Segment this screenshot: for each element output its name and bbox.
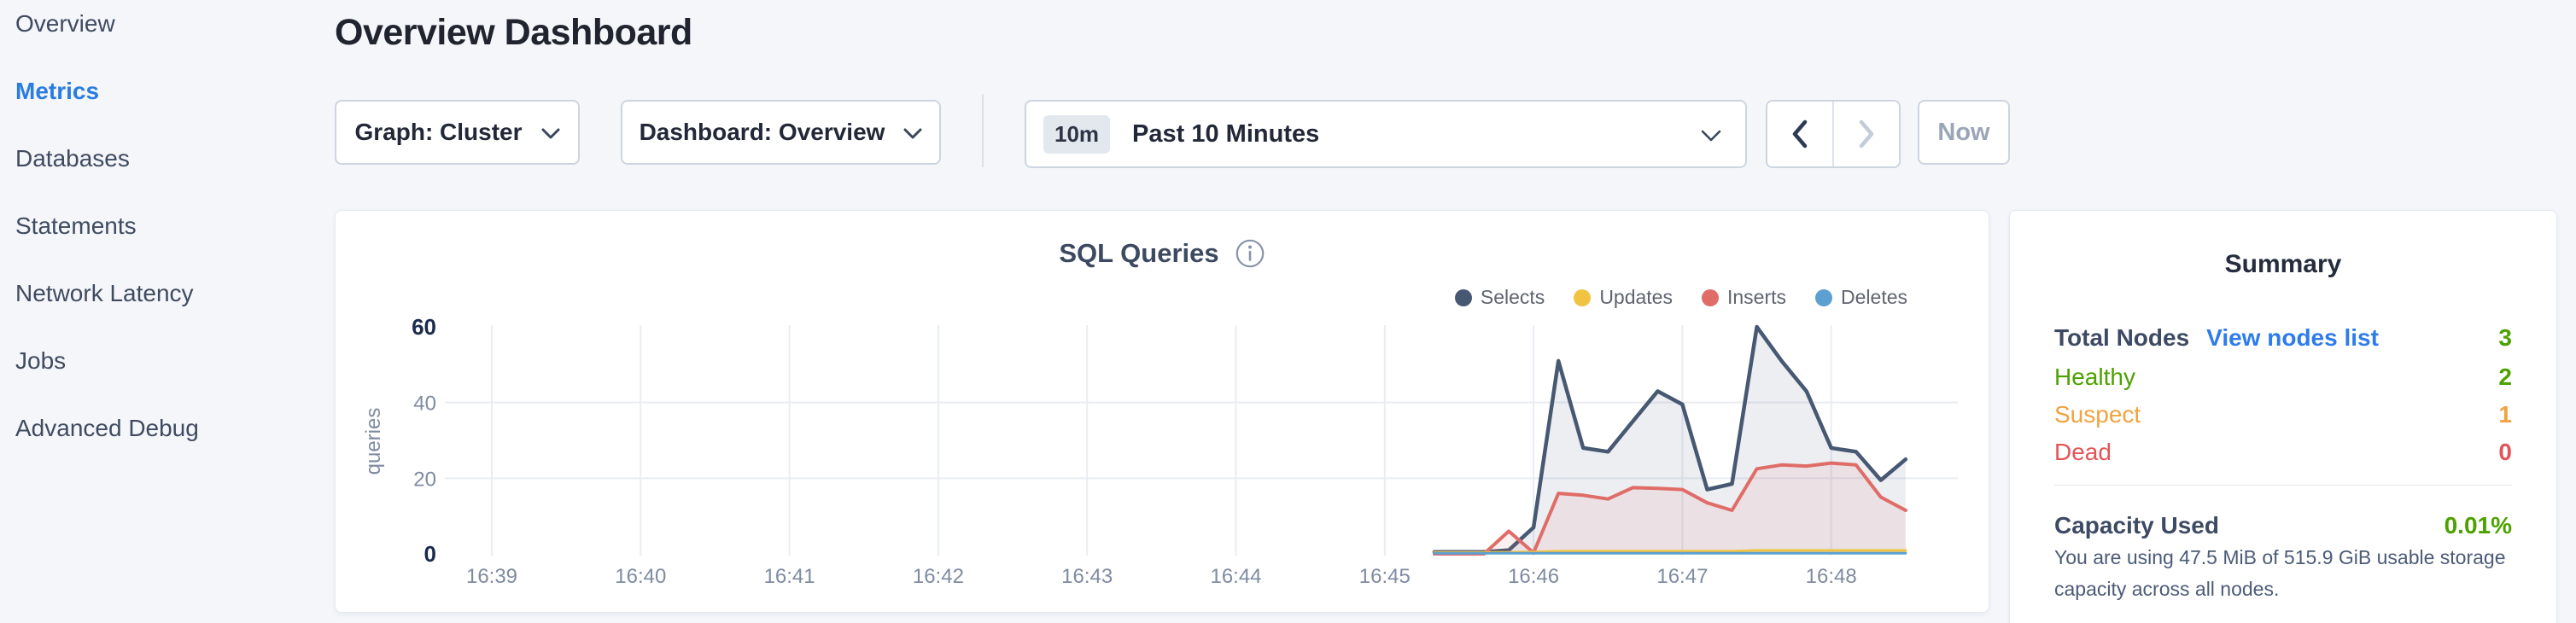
x-tick-label: 16:40 [615, 565, 666, 588]
legend-item-updates[interactable]: Updates [1574, 286, 1673, 309]
summary-panel: Summary Total Nodes View nodes list 3 He… [2009, 210, 2557, 623]
controls-divider [982, 94, 984, 167]
page-title: Overview Dashboard [335, 12, 692, 53]
legend-dot-selects [1454, 288, 1472, 306]
sql-queries-card: SQL Queries Selects Updates Inserts Deletes… [335, 210, 1989, 613]
y-tick-label: 40 [413, 393, 436, 416]
capacity-used-row: Capacity Used 0.01% [2054, 509, 2512, 542]
legend-item-inserts[interactable]: Inserts [1701, 286, 1787, 309]
sidebar-item-network-latency[interactable]: Network Latency [15, 279, 194, 306]
chevron-down-icon [541, 128, 560, 139]
legend-label: Selects [1480, 286, 1545, 308]
time-window-label: Past 10 Minutes [1132, 119, 1320, 148]
y-tick-label: 20 [413, 468, 436, 491]
status-label: Dead [2054, 439, 2112, 465]
dashboard-dropdown-label: Dashboard: Overview [639, 119, 885, 145]
x-tick-label: 16:43 [1061, 565, 1113, 588]
legend-label: Updates [1599, 286, 1673, 308]
time-window-step-buttons [1766, 100, 1901, 168]
x-tick-label: 16:41 [764, 565, 815, 588]
x-tick-label: 16:44 [1210, 565, 1261, 588]
sidebar-item-databases[interactable]: Databases [15, 144, 130, 172]
sql-queries-chart[interactable]: 16:39 16:40 16:41 16:42 16:43 16:44 16:45 16:46… [336, 211, 1989, 612]
status-value: 0 [2498, 439, 2512, 465]
total-nodes-value: 3 [2498, 324, 2512, 351]
capacity-used-label: Capacity Used [2054, 512, 2219, 539]
x-tick-label: 16:39 [466, 565, 517, 588]
x-tick-label: 16:45 [1359, 565, 1411, 588]
view-nodes-list-link[interactable]: View nodes list [2206, 324, 2379, 351]
now-button[interactable]: Now [1918, 100, 2010, 165]
legend-dot-deletes [1815, 288, 1833, 306]
series-line-inserts [1432, 461, 1907, 556]
chevron-down-icon [1701, 130, 1721, 141]
legend-dot-updates [1574, 288, 1592, 306]
dashboard-dropdown[interactable]: Dashboard: Overview [621, 100, 941, 165]
graph-dropdown[interactable]: Graph: Cluster [335, 100, 580, 165]
info-icon[interactable] [1235, 238, 1265, 269]
legend-item-deletes[interactable]: Deletes [1815, 286, 1907, 309]
status-row-dead: Dead 0 [2054, 436, 2512, 469]
total-nodes-row: Total Nodes View nodes list 3 [2054, 322, 2512, 354]
sidebar-item-jobs[interactable]: Jobs [15, 346, 67, 374]
status-value: 1 [2498, 401, 2512, 428]
y-axis-label: queries [362, 408, 385, 475]
series-line-selects [1432, 324, 1908, 555]
sidebar-item-metrics[interactable]: Metrics [15, 77, 100, 104]
status-label: Suspect [2054, 401, 2141, 428]
legend-item-selects[interactable]: Selects [1454, 286, 1545, 309]
y-tick-label: 0 [424, 541, 436, 567]
chevron-right-icon [1859, 119, 1874, 148]
time-window-badge: 10m [1043, 114, 1111, 154]
legend-label: Inserts [1726, 286, 1787, 308]
sidebar-item-overview[interactable]: Overview [15, 9, 115, 37]
time-window-prev-button[interactable] [1767, 102, 1834, 166]
chevron-down-icon [903, 128, 922, 139]
status-row-suspect: Suspect 1 [2054, 399, 2512, 431]
x-tick-label: 16:42 [913, 565, 964, 588]
chart-title: SQL Queries [1059, 238, 1219, 268]
sidebar-item-advanced-debug[interactable]: Advanced Debug [15, 414, 199, 441]
x-tick-label: 16:47 [1656, 565, 1708, 588]
x-tick-label: 16:46 [1508, 565, 1559, 588]
capacity-used-value: 0.01% [2444, 512, 2512, 539]
series-area-selects [1434, 327, 1906, 554]
y-tick-label: 60 [412, 314, 436, 340]
graph-dropdown-label: Graph: Cluster [354, 119, 523, 145]
series-area-inserts [1434, 463, 1906, 554]
legend-dot-inserts [1701, 288, 1719, 306]
chart-legend: Selects Updates Inserts Deletes [1454, 286, 1907, 309]
summary-heading: Summary [2224, 250, 2342, 278]
chart-title-row: SQL Queries [336, 238, 1989, 269]
status-value: 2 [2498, 364, 2512, 390]
capacity-description: You are using 47.5 MiB of 515.9 GiB usab… [2054, 546, 2506, 600]
legend-label: Deletes [1841, 286, 1907, 308]
x-tick-label: 16:48 [1806, 565, 1857, 588]
summary-divider [2054, 485, 2512, 486]
status-label: Healthy [2054, 364, 2135, 390]
time-window-selector[interactable]: 10m Past 10 Minutes [1025, 100, 1747, 168]
chevron-left-icon [1792, 119, 1808, 148]
sidebar-item-statements[interactable]: Statements [15, 212, 137, 239]
status-row-healthy: Healthy 2 [2054, 361, 2512, 393]
time-window-next-button[interactable] [1834, 102, 1899, 166]
sidebar: Overview Metrics Databases Statements Networ… [0, 0, 324, 613]
total-nodes-label: Total Nodes [2054, 324, 2190, 351]
